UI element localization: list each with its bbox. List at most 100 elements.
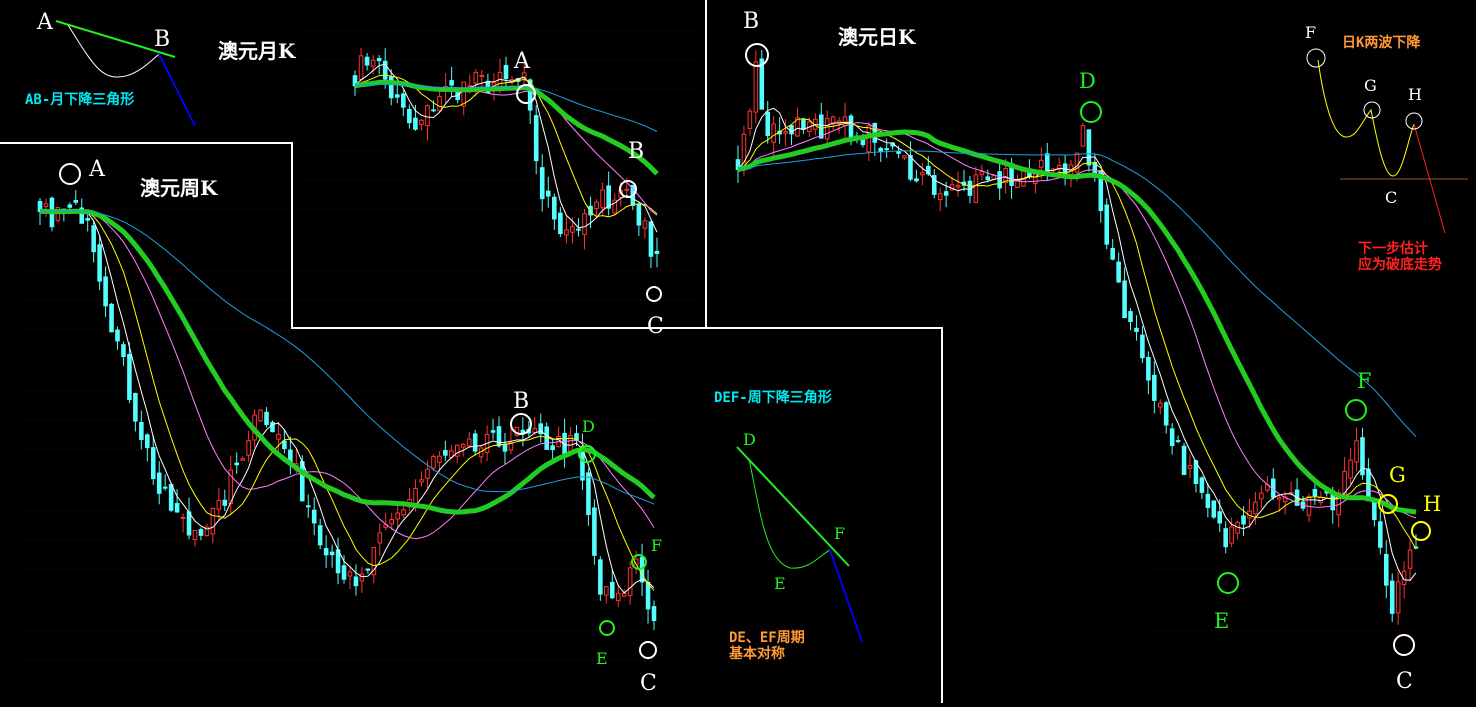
candle (606, 171, 611, 216)
candle (550, 438, 555, 459)
candle (258, 409, 263, 422)
price-curve (1317, 59, 1415, 177)
candle-body (654, 250, 660, 254)
weekly-title: 澳元周K (140, 176, 218, 200)
candle (1348, 448, 1353, 485)
candle-body (1152, 374, 1157, 401)
candle-body (1407, 549, 1413, 569)
candle (558, 207, 563, 238)
candle (556, 426, 561, 448)
candle-body (759, 58, 765, 110)
candle (1080, 122, 1086, 147)
candle-body (570, 226, 575, 233)
sketch-def-caption: DEF-周下降三角形 (714, 389, 832, 406)
candle-body (1163, 402, 1169, 426)
candle (1169, 422, 1175, 455)
candle (376, 55, 382, 75)
monthly-label-a: A (513, 49, 531, 74)
candle-body (109, 303, 114, 333)
candle (1104, 198, 1110, 250)
candle-body (545, 190, 551, 197)
ma-white-line (39, 209, 655, 594)
candle (747, 108, 753, 136)
marker-f-circle (1345, 399, 1367, 421)
candle-body (651, 606, 657, 622)
sketch-fgh: 日K两波下降 F G H C 下一步估计 应为破底走势 (1305, 23, 1468, 273)
candle-body (1056, 164, 1062, 170)
candle (449, 66, 454, 97)
candle-body (527, 79, 533, 111)
candle (413, 104, 418, 131)
candle-body (437, 455, 442, 463)
candle-body (979, 171, 985, 176)
candle-body (1211, 500, 1217, 518)
candle-body (902, 155, 907, 159)
sketch-label-f: F (834, 524, 845, 543)
candle-body (1378, 521, 1383, 548)
candle-body (931, 175, 937, 195)
candle (37, 197, 43, 226)
ma-blue-line (737, 150, 1417, 438)
breakdown-line (158, 53, 196, 127)
candle (335, 537, 341, 585)
candle (627, 561, 633, 605)
candle (407, 104, 412, 129)
candle (961, 169, 967, 192)
candle (145, 433, 150, 462)
candle-body (85, 218, 90, 221)
candle (246, 430, 251, 462)
candle-body (358, 55, 364, 80)
candle-body (186, 511, 192, 536)
ma-green-line (354, 79, 659, 176)
candle-body (955, 185, 961, 188)
candle (654, 237, 660, 268)
candle-body (115, 329, 120, 342)
candle-body (997, 171, 1002, 189)
candle (759, 50, 765, 110)
candle-body (473, 72, 479, 84)
candle-body (67, 204, 73, 208)
price-curve (67, 24, 160, 78)
candle (1128, 308, 1133, 331)
ma-pink-line (354, 79, 658, 216)
candle-body (624, 188, 630, 191)
candle (604, 585, 609, 604)
candle-body (645, 581, 651, 610)
ma-green-line (737, 129, 1417, 515)
candle-body (407, 108, 412, 124)
candle (594, 199, 599, 219)
candle-body (1282, 496, 1288, 503)
candle-body (1033, 173, 1038, 184)
candle-body (1128, 311, 1133, 322)
candle (1383, 540, 1389, 599)
candle (592, 499, 597, 565)
candle (973, 166, 979, 204)
ma-green-line (39, 208, 656, 515)
candle (204, 523, 210, 537)
candle-body (139, 421, 144, 440)
candle-body (394, 94, 400, 98)
candle-body (1389, 580, 1395, 614)
sketch-fgh-note-2: 应为破底走势 (1358, 256, 1442, 273)
candle (902, 155, 907, 161)
candle-body (1199, 477, 1205, 493)
marker-c-circle (646, 286, 662, 302)
daily-label-f: F (1357, 369, 1372, 393)
candle-body (264, 411, 269, 425)
candle-body (425, 105, 430, 127)
candle-body (246, 440, 251, 456)
candle-body (1169, 428, 1175, 447)
candle (305, 494, 311, 518)
candle-body (1276, 497, 1282, 500)
candle-body (586, 472, 591, 516)
candle-body (1098, 170, 1104, 211)
candle-body (973, 174, 979, 204)
candle (139, 410, 144, 450)
candle-body (198, 529, 204, 536)
candle-body (401, 93, 406, 108)
candle-body (594, 201, 599, 210)
candle (383, 512, 389, 531)
candle (735, 145, 741, 184)
candle-body (884, 148, 889, 151)
candle (329, 544, 335, 568)
